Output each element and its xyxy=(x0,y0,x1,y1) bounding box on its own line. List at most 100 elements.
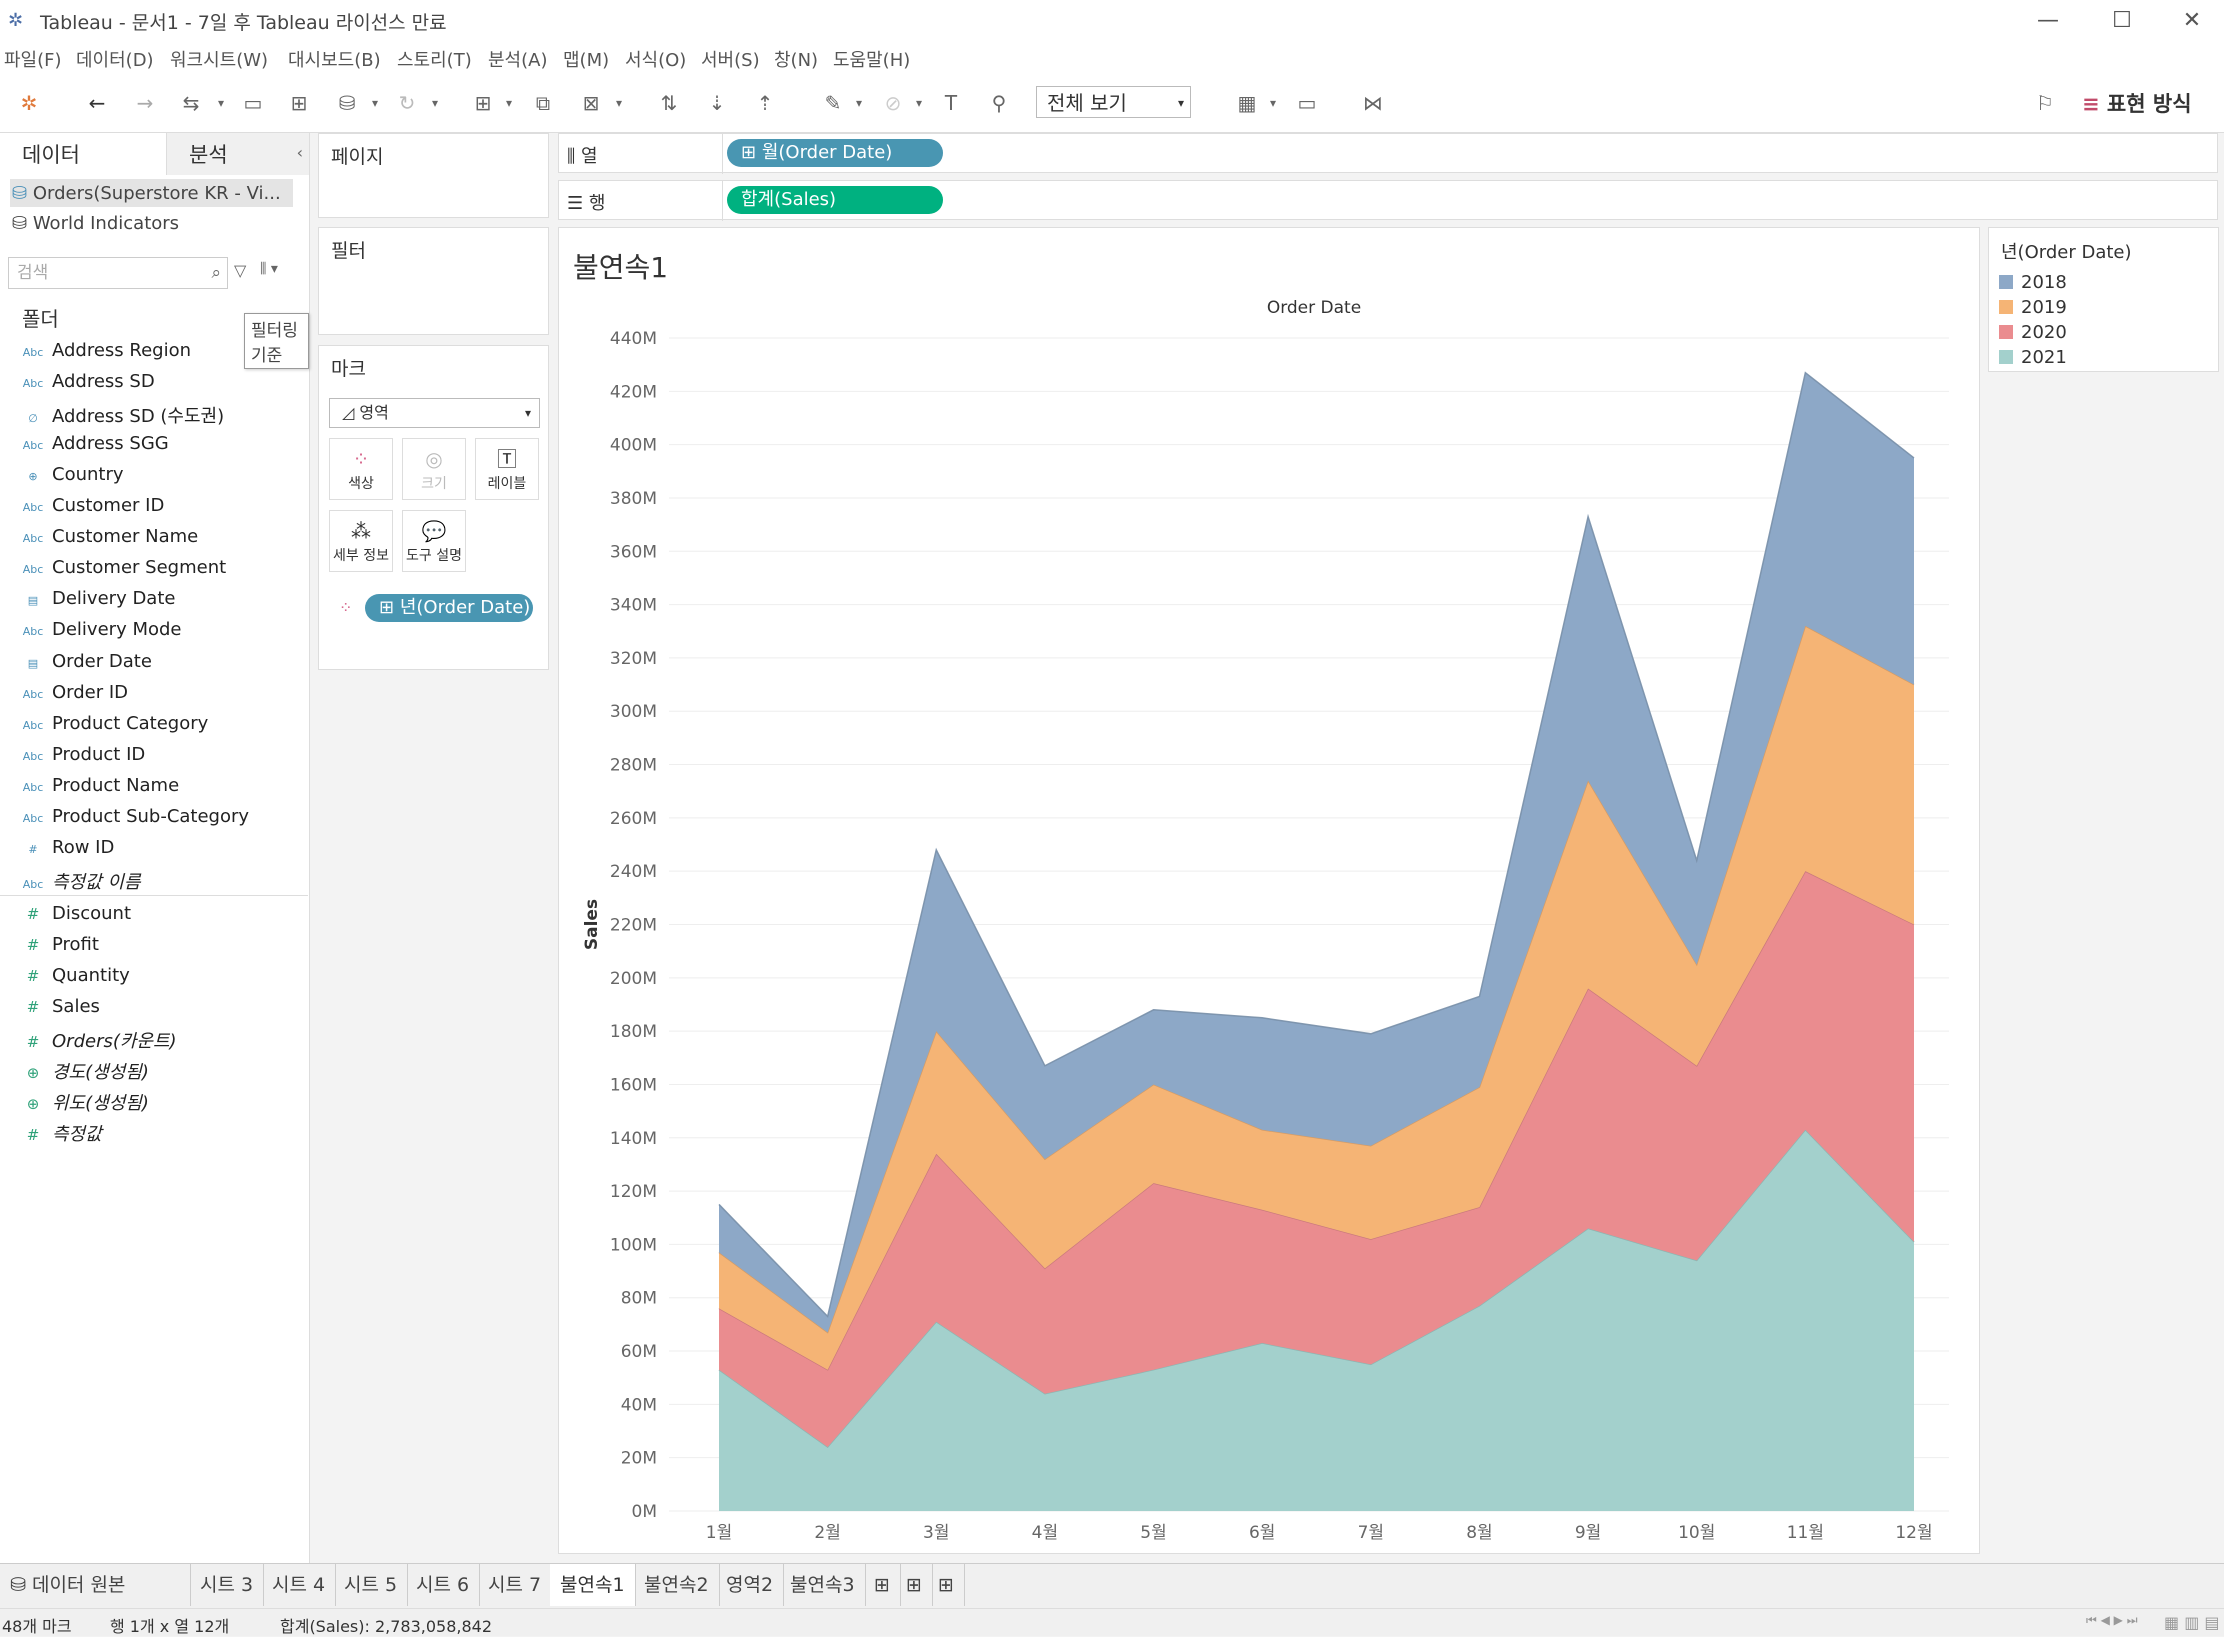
dimension-field[interactable]: Abc Address SD xyxy=(22,371,155,392)
dimension-field[interactable]: Abc Delivery Mode xyxy=(22,619,182,640)
dimension-field[interactable]: Abc Order ID xyxy=(22,682,128,703)
tab-sheet-3[interactable]: 시트 3 xyxy=(190,1564,265,1606)
menu-server[interactable]: 서버(S) xyxy=(701,50,760,71)
dropdown-chevron-icon[interactable]: ▾ xyxy=(371,96,379,110)
duplicate-sheet-icon[interactable]: ⧉ xyxy=(535,91,551,115)
grid-view-icons[interactable]: ▦ ▥ ▤ xyxy=(2164,1613,2220,1632)
dimension-field[interactable]: Abc Address SGG xyxy=(22,433,169,454)
dimension-field[interactable]: Abc Customer ID xyxy=(22,495,165,516)
dropdown-chevron-icon[interactable]: ▾ xyxy=(1269,96,1277,110)
dropdown-chevron-icon[interactable]: ▾ xyxy=(505,96,513,110)
tab-discrete-2[interactable]: 불연속2 xyxy=(634,1564,720,1606)
detail-button[interactable]: ⁂ 세부 정보 xyxy=(329,510,393,572)
page-nav-icons[interactable]: ⏮ ◀ ▶ ⏭ xyxy=(2086,1613,2138,1627)
search-input[interactable]: 검색 ⌕ xyxy=(8,257,228,289)
color-button[interactable]: ⁘ 색상 xyxy=(329,438,393,500)
dimension-field[interactable]: ∅ Address SD (수도권) xyxy=(22,402,224,428)
minimize-button[interactable]: — xyxy=(2037,8,2059,33)
measure-field[interactable]: # Orders(카운트) xyxy=(22,1027,177,1053)
new-dashboard-tab-icon[interactable]: ⊞ xyxy=(896,1564,933,1606)
rows-pill-sales[interactable]: 합계(Sales) xyxy=(727,186,943,214)
menu-analysis[interactable]: 분석(A) xyxy=(488,50,548,71)
measure-field[interactable]: # Sales xyxy=(22,996,100,1017)
new-story-tab-icon[interactable]: ⊞ xyxy=(928,1564,965,1606)
dropdown-chevron-icon[interactable]: ▾ xyxy=(217,96,225,110)
tab-discrete-3[interactable]: 불연속3 xyxy=(780,1564,866,1606)
dimension-field[interactable]: Abc Product ID xyxy=(22,744,146,765)
maximize-button[interactable]: ☐ xyxy=(2112,8,2132,33)
presentation-mode-icon[interactable]: ▭ xyxy=(1297,91,1317,115)
swap-rows-columns-icon[interactable]: ⇅ xyxy=(660,91,678,115)
measure-field[interactable]: # Profit xyxy=(22,934,99,955)
tooltip-button[interactable]: 💬 도구 설명 xyxy=(402,510,466,572)
dimension-field[interactable]: ▤ Order Date xyxy=(22,651,152,672)
dropdown-chevron-icon[interactable]: ▾ xyxy=(855,96,863,110)
tab-sheet-7[interactable]: 시트 7 xyxy=(478,1564,553,1606)
menu-format[interactable]: 서식(O) xyxy=(625,50,687,71)
dimension-field[interactable]: Abc 측정값 이름 xyxy=(22,868,141,894)
measure-field[interactable]: ⊕ 위도(생성됨) xyxy=(22,1089,149,1115)
new-datasource-icon[interactable]: ⊞ xyxy=(290,91,308,115)
new-worksheet-icon[interactable]: ⊞ xyxy=(474,91,492,115)
tab-analysis-container[interactable]: 분석 ‹ xyxy=(166,133,309,175)
back-icon[interactable]: ← xyxy=(88,91,106,115)
labels-icon[interactable]: T xyxy=(944,91,958,115)
highlight-icon[interactable]: ✎ xyxy=(824,91,842,115)
legend-item-2020[interactable]: 2020 xyxy=(1999,322,2067,343)
collapse-pane-icon[interactable]: ‹ xyxy=(296,143,303,162)
show-cards-icon[interactable]: ▦ xyxy=(1237,91,1257,115)
size-button[interactable]: ◎ 크기 xyxy=(402,438,466,500)
area-chart[interactable]: 0M 20M 40M 60M 80M 100M 120M 140M 160M 180M 200M 22… xyxy=(559,228,1979,1553)
dropdown-chevron-icon[interactable]: ▾ xyxy=(915,96,923,110)
measure-field[interactable]: # Quantity xyxy=(22,965,130,986)
show-me-button[interactable]: ≡ 표현 방식 xyxy=(2082,88,2192,118)
tab-discrete-1[interactable]: 불연속1 xyxy=(550,1564,636,1606)
menu-window[interactable]: 창(N) xyxy=(774,50,819,71)
mark-type-select[interactable]: ◿ 영역 ▾ xyxy=(329,398,540,428)
dimension-field[interactable]: Abc Product Sub-Category xyxy=(22,806,249,827)
color-legend[interactable]: 년(Order Date) 2018 2019 2020 2021 xyxy=(1988,227,2219,372)
dimension-field[interactable]: # Row ID xyxy=(22,837,114,858)
columns-shelf[interactable]: ⫼ 열 ⊞ 월(Order Date) xyxy=(558,133,2218,174)
new-worksheet-tab-icon[interactable]: ⊞ xyxy=(864,1564,901,1606)
tab-sheet-5[interactable]: 시트 5 xyxy=(334,1564,409,1606)
measure-field[interactable]: # 측정값 xyxy=(22,1120,102,1146)
save-icon[interactable]: ▭ xyxy=(243,91,263,115)
share-icon[interactable]: ⋈ xyxy=(1363,91,1383,115)
filter-icon[interactable]: ▽ xyxy=(234,261,247,280)
fit-view-select[interactable]: 전체 보기 ▾ xyxy=(1036,86,1191,118)
menu-help[interactable]: 도움말(H) xyxy=(833,50,911,71)
forward-icon[interactable]: → xyxy=(136,91,154,115)
dimension-field[interactable]: Abc Product Category xyxy=(22,713,209,734)
tab-sheet-6[interactable]: 시트 6 xyxy=(406,1564,481,1606)
tab-data-source[interactable]: ⛁ 데이터 원본 xyxy=(0,1564,191,1606)
datasource-icon[interactable]: ⛁ xyxy=(338,91,356,115)
worksheet-view[interactable]: 불연속1 0M 20M 40M 60M 80M 100M 120M 140M 160M 180M 2… xyxy=(558,227,1980,1554)
measure-field[interactable]: # Discount xyxy=(22,903,131,924)
format-painter-icon[interactable]: ⚐ xyxy=(2036,91,2054,115)
menu-story[interactable]: 스토리(T) xyxy=(397,50,472,71)
dimension-field[interactable]: Abc Address Region xyxy=(22,340,191,361)
sort-ascending-icon[interactable]: ⇣ xyxy=(708,91,726,115)
refresh-icon[interactable]: ↻ xyxy=(398,91,416,115)
label-button[interactable]: 🅃 레이블 xyxy=(475,438,539,500)
legend-item-2021[interactable]: 2021 xyxy=(1999,347,2067,368)
clear-sheet-icon[interactable]: ⊠ xyxy=(582,91,600,115)
columns-pill-month[interactable]: ⊞ 월(Order Date) xyxy=(727,139,943,167)
menu-dashboard[interactable]: 대시보드(B) xyxy=(288,50,381,71)
view-options-icon[interactable]: ⫼ ▾ xyxy=(260,261,278,277)
dimension-field[interactable]: ⊕ Country xyxy=(22,464,123,485)
pin-icon[interactable]: ⚲ xyxy=(991,91,1007,115)
pages-card[interactable]: 페이지 xyxy=(318,133,549,218)
tab-sheet-4[interactable]: 시트 4 xyxy=(262,1564,337,1606)
dropdown-chevron-icon[interactable]: ▾ xyxy=(615,96,623,110)
group-icon[interactable]: ⊘ xyxy=(884,91,902,115)
color-pill-year[interactable]: ⊞ 년(Order Date) xyxy=(365,594,533,622)
dropdown-chevron-icon[interactable]: ▾ xyxy=(431,96,439,110)
tableau-home-icon[interactable]: ✲ xyxy=(20,91,38,115)
dimension-field[interactable]: Abc Customer Name xyxy=(22,526,199,547)
legend-item-2019[interactable]: 2019 xyxy=(1999,297,2067,318)
measure-field[interactable]: ⊕ 경도(생성됨) xyxy=(22,1058,149,1084)
undo-redo-icon[interactable]: ⇆ xyxy=(182,91,200,115)
sort-descending-icon[interactable]: ⇡ xyxy=(756,91,774,115)
